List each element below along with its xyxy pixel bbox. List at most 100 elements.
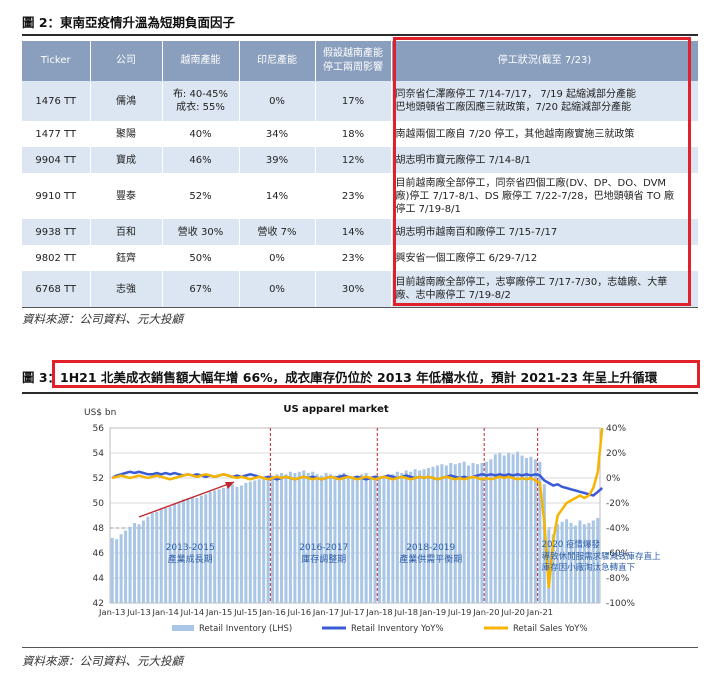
cell-status: 南越兩個工廠自 7/20 停工，其他越南廠實施三就政策 [391, 121, 699, 147]
cell-indonesia: 39% [239, 147, 316, 173]
cell-indonesia: 34% [239, 121, 316, 147]
cell-impact: 23% [315, 173, 392, 219]
figure3-title-highlight-box [52, 360, 700, 388]
cell-indonesia: 14% [239, 173, 316, 219]
x-axis-labels: Jan-13 Jul-13 Jan-14 Jul-14 Jan-15 Jul-15 Jan-… [98, 607, 553, 617]
inventory-bar [315, 474, 319, 603]
period-label-years: 2016-2017 [299, 543, 348, 553]
x-tick-label: Jul-13 [126, 607, 151, 617]
trend-arrow-head [225, 482, 234, 489]
cell-status: 目前越南廠全部停工，志寧廠停工 7/17-7/30，志雄廠、大華 廠、志中廠停工 … [391, 271, 699, 307]
cell-vietnam: 40% [162, 121, 240, 147]
inventory-bar [115, 539, 119, 603]
inventory-bar [542, 484, 546, 603]
inventory-bar [444, 465, 448, 603]
inventory-bar [253, 480, 257, 603]
figure3-bottom-rule [22, 647, 698, 648]
legend-swatch-inventory [172, 625, 194, 631]
period-dividers [269, 428, 539, 603]
cell-vietnam: 46% [162, 147, 240, 173]
inventory-bar [266, 476, 270, 603]
figure3-label: 圖 3： [22, 370, 61, 385]
x-tick-label: Jan-20 [472, 607, 499, 617]
inventory-bar [346, 476, 350, 603]
x-tick-label: Jul-20 [500, 607, 525, 617]
sales-yoy-line [111, 427, 604, 589]
inventory-bar [155, 511, 159, 603]
table-row: 9904 TT 寶成 46% 39% 12% 胡志明市寶元廠停工 7/14-8/1 [22, 147, 699, 173]
period-label-years: 2013-2015 [166, 543, 215, 553]
inventory-bar [435, 465, 439, 603]
inventory-bar [502, 455, 506, 603]
inventory-bar [422, 469, 426, 603]
inventory-bar [560, 521, 564, 603]
inventory-bar [137, 524, 141, 603]
cell-status: 胡志明市越南百和廠停工 7/15-7/17 [391, 219, 699, 245]
y2-tick-label: -20% [606, 499, 630, 509]
inventory-bar [529, 456, 533, 603]
cell-indonesia: 0% [239, 245, 316, 271]
inventory-bar [382, 476, 386, 603]
inventory-bar [400, 473, 404, 603]
y-tick-label: 42 [93, 599, 104, 609]
y-tick-label: 46 [93, 549, 105, 559]
cell-ticker: 9910 TT [22, 173, 91, 219]
x-tick-label: Jul-19 [447, 607, 472, 617]
header-ticker: Ticker [22, 41, 91, 81]
cell-company: 聚陽 [90, 121, 163, 147]
inventory-bar [159, 509, 163, 603]
y-tick-label: 56 [93, 424, 105, 434]
cell-impact: 30% [315, 271, 392, 307]
inventory-bar [284, 474, 288, 603]
cell-impact: 14% [315, 219, 392, 245]
cell-vietnam: 52% [162, 173, 240, 219]
inventory-bar [404, 470, 408, 603]
table-header-row: Ticker 公司 越南產能 印尼產能 假設越南產能 停工兩周影響 停工狀況(截至… [22, 41, 699, 81]
inventory-bar [279, 473, 284, 603]
inventory-bar [132, 523, 137, 603]
header-status: 停工狀況(截至 7/23) [391, 41, 699, 81]
inventory-bar [565, 519, 569, 603]
inventory-bar [573, 525, 578, 603]
inventory-bar [239, 485, 243, 603]
y2-tick-label: -100% [606, 599, 635, 609]
inventory-bar [293, 473, 297, 603]
x-tick-label: Jan-21 [526, 607, 553, 617]
figure2-top-rule [22, 34, 698, 36]
inventory-bar [311, 471, 315, 603]
y2-tick-label: -60% [606, 549, 630, 559]
inventory-bar [204, 494, 208, 603]
x-tick-label: Jan-19 [419, 607, 446, 617]
inventory-bar [533, 459, 537, 603]
x-tick-label: Jan-15 [205, 607, 232, 617]
inventory-bar [222, 488, 226, 603]
y-tick-label: 44 [93, 574, 105, 584]
inventory-bar [498, 453, 502, 603]
inventory-bar [288, 471, 292, 603]
x-tick-label: Jul-18 [393, 607, 418, 617]
inventory-bar [538, 461, 542, 603]
cell-indonesia: 營收 7% [239, 219, 316, 245]
period-label-years: 2018-2019 [406, 543, 455, 553]
inventory-bar [413, 469, 417, 603]
cell-company: 志強 [90, 271, 163, 307]
inventory-bar [208, 491, 212, 603]
inventory-bar [426, 468, 431, 603]
cell-status: 同奈省仁澤廠停工 7/14-7/17， 7/19 起縮減部分產能 巴地頭頓省工廠因… [391, 81, 699, 121]
cell-vietnam: 50% [162, 245, 240, 271]
header-indonesia-capacity: 印尼產能 [239, 41, 316, 81]
inventory-bar [173, 504, 177, 603]
cell-ticker: 1477 TT [22, 121, 91, 147]
inventory-bar [391, 474, 395, 603]
status-highlight-box [393, 37, 691, 306]
legend-label-inventory: Retail Inventory (LHS) [199, 624, 292, 634]
trend-arrow [138, 481, 235, 518]
inventory-bar [507, 453, 511, 603]
header-company: 公司 [90, 41, 163, 81]
inventory-bar [217, 489, 221, 603]
inventory-bar [569, 523, 573, 603]
inventory-bar [475, 464, 480, 603]
header-vietnam-capacity: 越南產能 [162, 41, 240, 81]
inventory-bar [168, 506, 172, 603]
y2-tick-label: -40% [606, 524, 630, 534]
